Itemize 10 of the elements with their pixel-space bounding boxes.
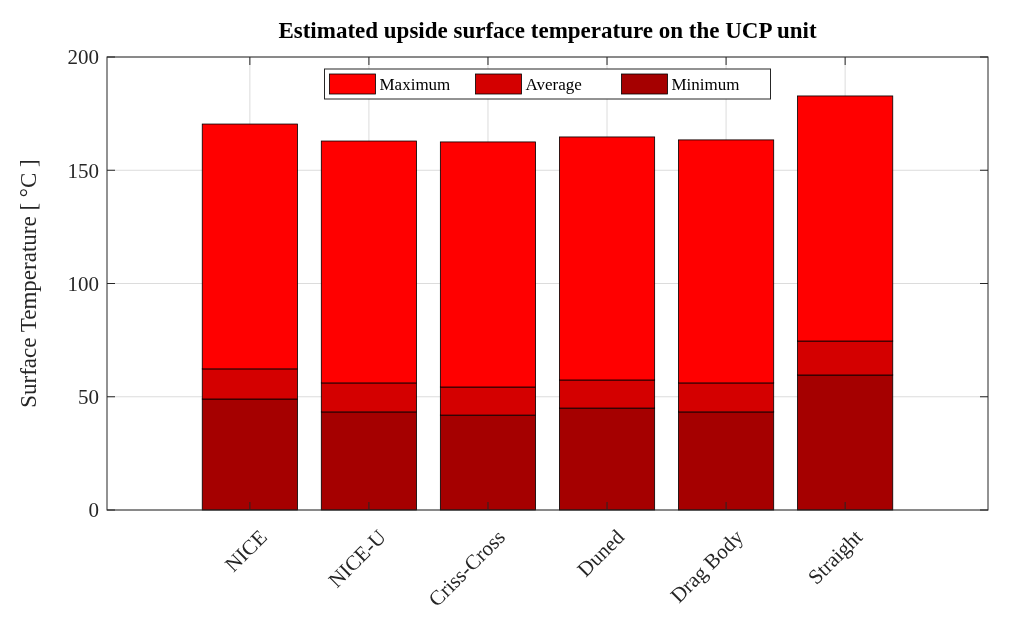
legend-label: Minimum xyxy=(671,74,740,94)
chart-title: Estimated upside surface temperature on the UCP unit xyxy=(278,18,817,43)
y-tick-label: 150 xyxy=(67,158,99,183)
y-axis-title: Surface Temperature [ °C ] xyxy=(16,159,41,408)
y-tick-label: 200 xyxy=(67,45,99,70)
legend-label: Maximum xyxy=(379,74,451,94)
y-tick-label: 50 xyxy=(78,385,99,410)
legend-label: Average xyxy=(525,74,582,94)
y-tick-label: 0 xyxy=(88,498,99,523)
y-tick-label: 100 xyxy=(67,271,99,296)
